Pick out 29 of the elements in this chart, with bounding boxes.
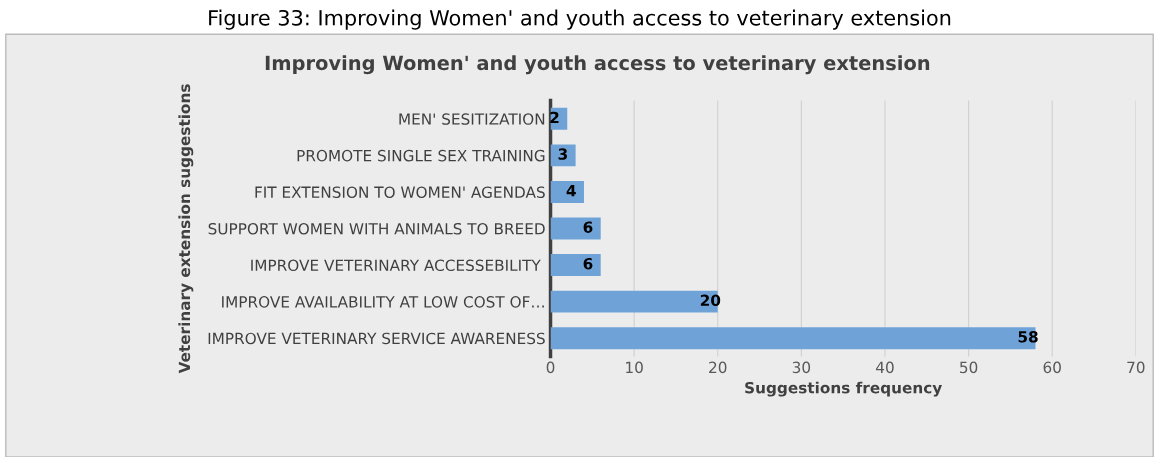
y-axis-title: Veterinary extension suggestions [178,84,194,374]
x-tick-label: 70 [1127,361,1145,374]
x-tick-label: 20 [709,361,727,374]
x-tick-label: 60 [1043,361,1061,374]
bar [550,254,601,277]
y-tick-label: FIT EXTENSION TO WOMEN' AGENDAS [255,186,545,198]
y-tick-label: IMPROVE VETERINARY ACCESSEBILITY [251,259,541,272]
chart-title: Improving Women' and youth access to veterinary extension [265,55,930,75]
x-tick-label: 50 [960,361,978,374]
bar [550,217,601,240]
data-label: 3 [558,148,567,160]
caption: Figure 33: Improving Women' and youth access to veterinary extension [209,9,951,30]
x-axis-title: Suggestions frequency [745,381,942,397]
y-tick-label: IMPROVE AVAILABILITY AT LOW COST OF… [222,296,544,308]
y-tick-label: IMPROVE VETERINARY SERVICE AWARENESS [208,332,545,345]
bar [550,180,584,203]
x-tick-label: 0 [546,361,555,374]
data-label: 4 [566,185,576,197]
y-tick-label: MEN' SESITIZATION [399,113,545,125]
data-label: 6 [583,257,593,270]
x-tick-label: 30 [792,361,811,374]
x-tick-label: 40 [876,361,894,374]
y-tick-label: PROMOTE SINGLE SEX TRAINING [297,149,545,162]
bar [550,144,576,167]
data-label: 6 [583,221,593,233]
data-label: 2 [550,111,559,124]
y-tick-label: SUPPORT WOMEN WITH ANIMALS TO BREED [208,222,545,235]
bar [550,327,1036,350]
x-tick-label: 10 [626,361,643,374]
